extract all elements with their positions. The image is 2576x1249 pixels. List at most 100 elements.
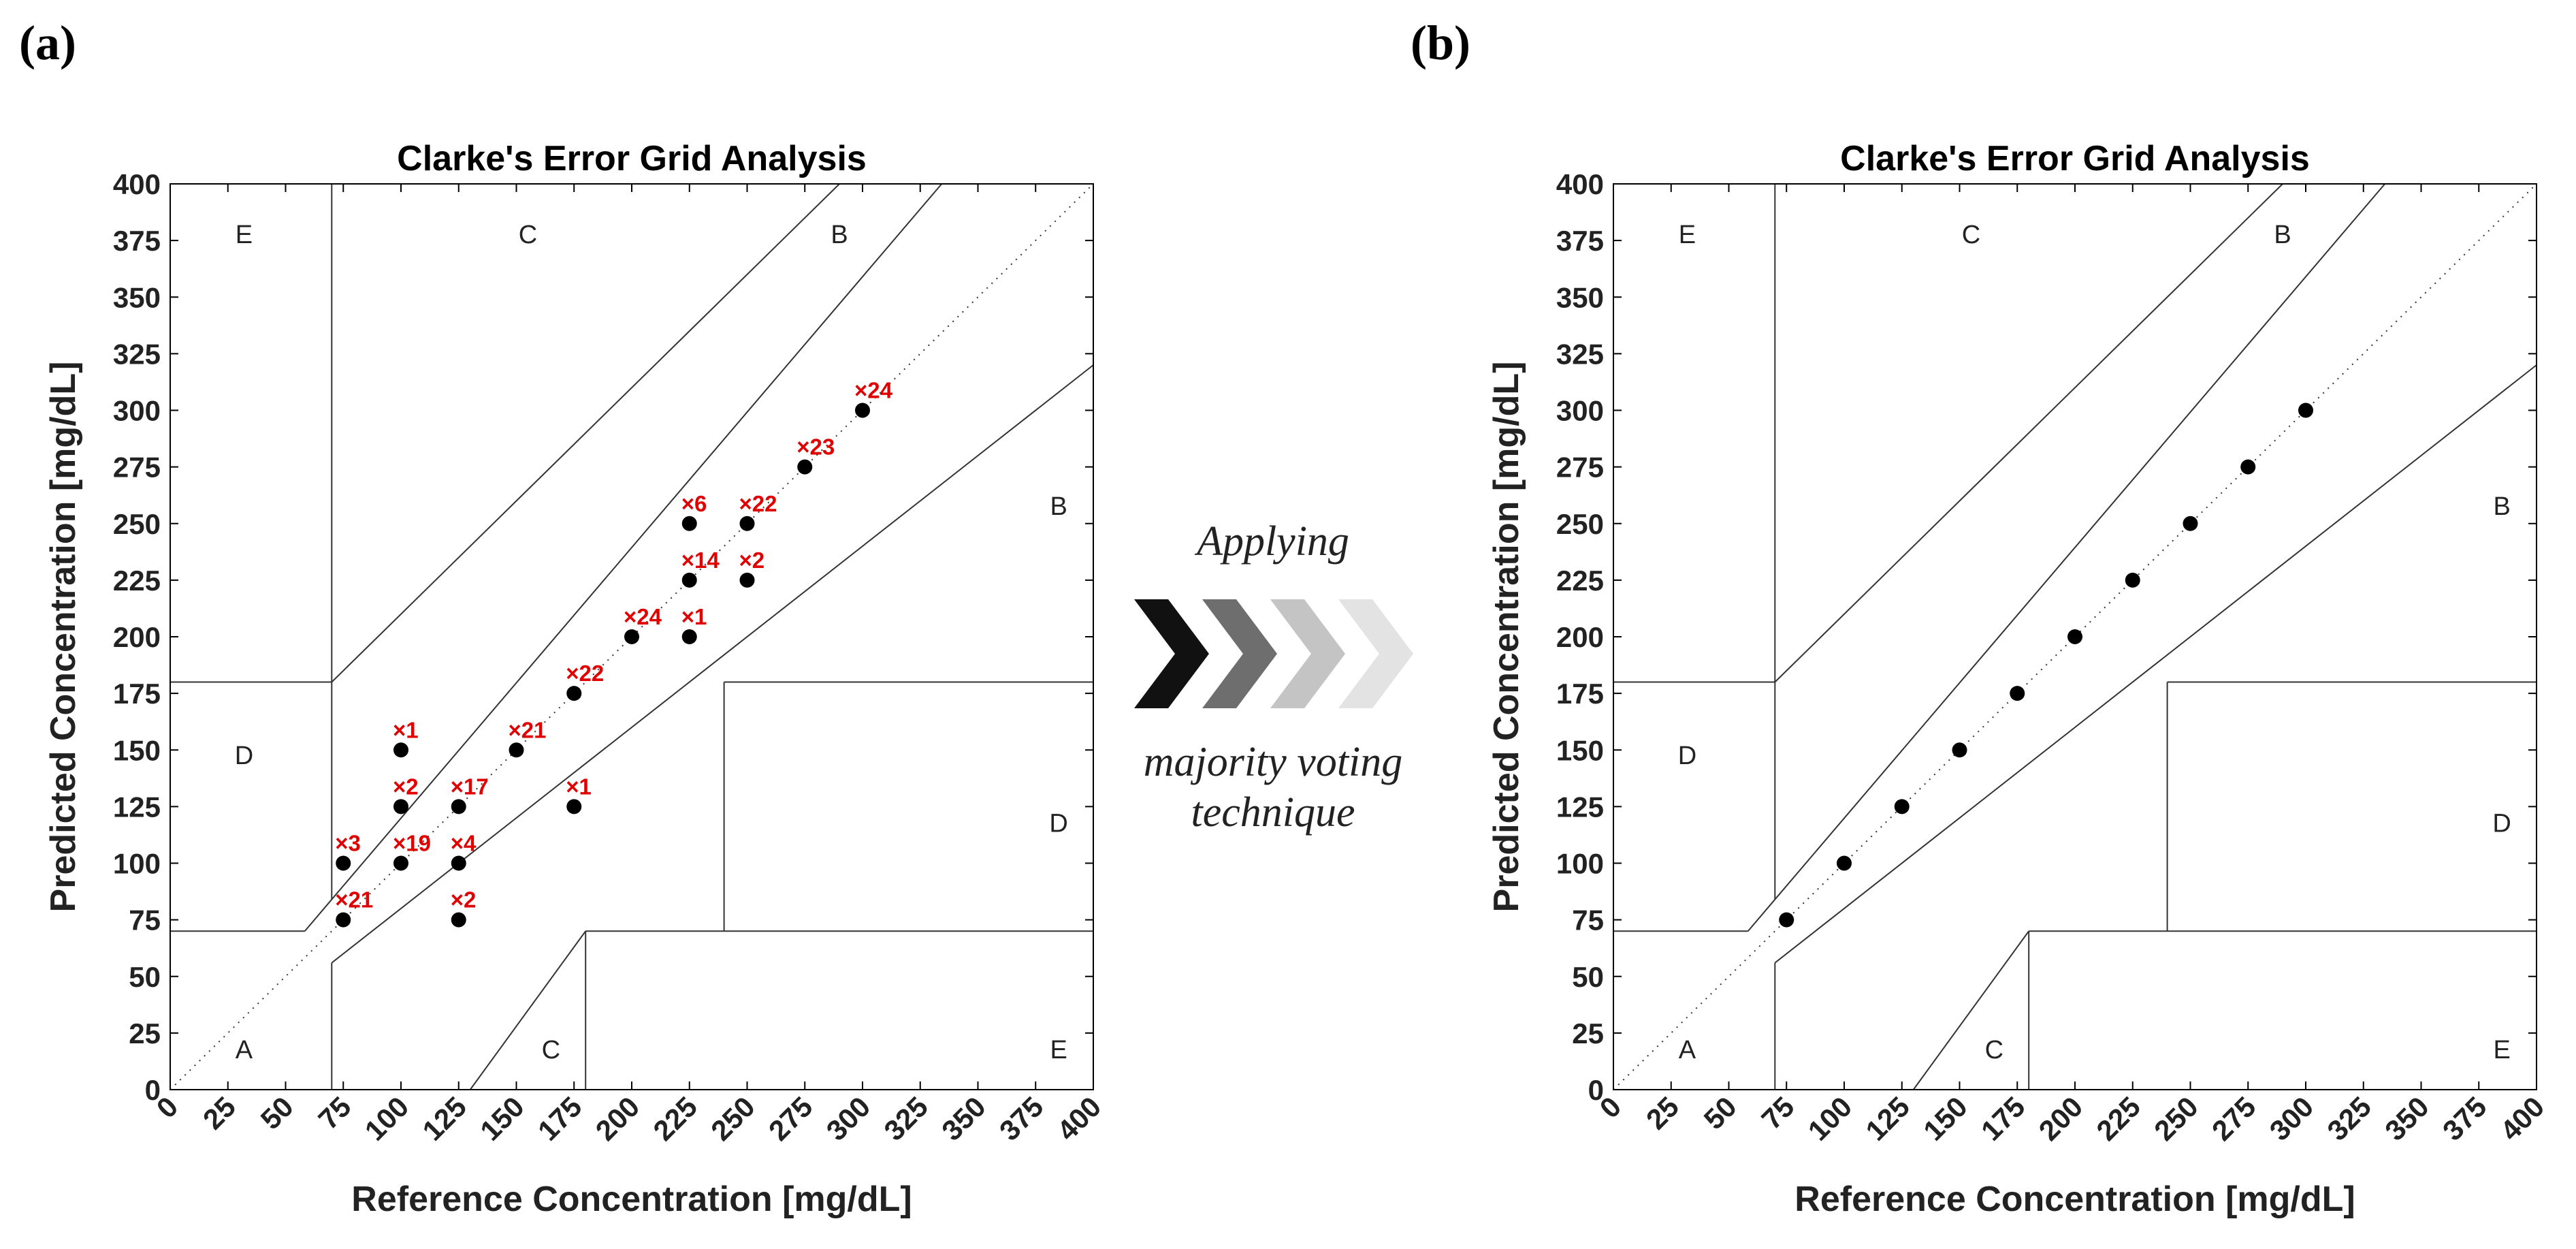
- chevron-arrow-2: [1202, 599, 1277, 708]
- x-tick-label: 275: [762, 1090, 819, 1147]
- y-tick-label: 350: [1556, 281, 1604, 313]
- y-tick-label: 25: [129, 1017, 161, 1049]
- x-tick-label: 25: [1640, 1090, 1685, 1135]
- y-tick-label: 175: [113, 678, 161, 710]
- y-tick-label: 0: [145, 1074, 161, 1106]
- data-point: [451, 855, 466, 871]
- chart-title: Clarke's Error Grid Analysis: [397, 139, 867, 178]
- zone-label-a: A: [236, 1036, 253, 1064]
- arrow-text-technique: majority voting technique: [1116, 737, 1430, 838]
- zone-label-c: C: [1962, 221, 1980, 249]
- point-count-label: ×2: [739, 548, 765, 573]
- x-tick-label: 300: [820, 1090, 877, 1147]
- point-count-label: ×6: [681, 491, 707, 516]
- x-tick-label: 150: [1917, 1090, 1974, 1147]
- x-tick-label: 125: [1859, 1090, 1916, 1147]
- y-tick-label: 100: [1556, 848, 1604, 880]
- y-tick-label: 125: [113, 791, 161, 823]
- zone-label-b: B: [1050, 492, 1067, 521]
- voting-arrow-annotation: Applying majority voting technique: [1116, 518, 1443, 872]
- x-tick-label: 175: [1975, 1090, 2031, 1147]
- chevron-arrows: [1134, 599, 1413, 708]
- data-point: [566, 686, 582, 701]
- data-point: [2010, 686, 2025, 701]
- arrow-text-applying: Applying: [1197, 518, 1349, 565]
- data-point: [2298, 402, 2313, 418]
- zone-label-b: B: [831, 221, 848, 249]
- x-tick-label: 200: [590, 1090, 646, 1147]
- data-point: [336, 855, 351, 871]
- zone-label-d: D: [235, 742, 253, 770]
- zone-label-c: C: [542, 1036, 560, 1064]
- chart-title: Clarke's Error Grid Analysis: [1840, 139, 2310, 178]
- y-tick-label: 225: [1556, 565, 1604, 597]
- y-tick-label: 300: [1556, 395, 1604, 427]
- point-count-label: ×17: [451, 774, 489, 799]
- y-tick-label: 200: [113, 621, 161, 653]
- x-tick-label: 50: [1698, 1090, 1743, 1135]
- zone-label-e: E: [1679, 221, 1696, 249]
- x-tick-label: 225: [647, 1090, 703, 1147]
- zone-boundary: [331, 183, 840, 683]
- data-point: [2125, 572, 2140, 588]
- point-count-label: ×4: [451, 831, 477, 856]
- zone-boundary: [331, 364, 1094, 964]
- x-axis-title: Reference Concentration [mg/dL]: [1794, 1180, 2355, 1219]
- point-count-label: ×23: [796, 434, 835, 460]
- y-tick-label: 375: [1556, 225, 1604, 257]
- y-tick-label: 75: [129, 904, 161, 936]
- x-tick-label: 375: [2436, 1090, 2493, 1147]
- panel-label-b: (b): [1411, 16, 1470, 70]
- zone-boundary: [304, 899, 333, 932]
- y-tick-label: 0: [1588, 1074, 1604, 1106]
- x-tick-label: 175: [532, 1090, 588, 1147]
- data-point: [393, 742, 408, 758]
- point-count-label: ×14: [681, 548, 720, 573]
- data-point: [681, 516, 697, 531]
- y-tick-label: 400: [1556, 168, 1604, 200]
- data-point: [624, 629, 639, 644]
- zone-label-d: D: [2492, 810, 2511, 838]
- y-tick-label: 125: [1556, 791, 1604, 823]
- y-tick-label: 350: [113, 281, 161, 313]
- point-count-label: ×22: [566, 661, 604, 686]
- point-count-label: ×19: [393, 831, 431, 856]
- zone-label-c: C: [519, 221, 537, 249]
- data-point: [451, 799, 466, 815]
- data-point: [336, 912, 351, 928]
- point-count-label: ×21: [335, 887, 373, 913]
- y-tick-label: 100: [113, 848, 161, 880]
- point-count-label: ×24: [854, 378, 893, 403]
- point-count-label: ×1: [566, 774, 592, 799]
- y-tick-label: 75: [1572, 904, 1604, 936]
- data-point: [1894, 799, 1910, 815]
- y-axis-title: Predicted Concentration [mg/dL]: [44, 362, 83, 913]
- x-tick-label: 125: [416, 1090, 472, 1147]
- point-count-label: ×2: [451, 887, 477, 913]
- y-tick-label: 375: [113, 225, 161, 257]
- arrow-text-line2: technique: [1191, 789, 1355, 836]
- data-point: [681, 629, 697, 644]
- x-tick-label: 350: [2379, 1090, 2435, 1147]
- y-tick-label: 25: [1572, 1017, 1604, 1049]
- zone-label-d: D: [1678, 742, 1696, 770]
- data-point: [2240, 459, 2256, 475]
- zone-label-b: B: [2274, 221, 2291, 249]
- y-tick-label: 275: [1556, 452, 1604, 484]
- y-tick-label: 400: [113, 168, 161, 200]
- data-point: [1837, 855, 1852, 871]
- data-point: [855, 402, 870, 418]
- zone-boundary: [1912, 930, 2030, 1090]
- y-tick-label: 200: [1556, 621, 1604, 653]
- x-tick-label: 200: [2033, 1090, 2089, 1147]
- x-tick-label: 300: [2264, 1090, 2320, 1147]
- data-point: [739, 572, 755, 588]
- y-tick-label: 250: [113, 508, 161, 540]
- y-tick-label: 50: [129, 961, 161, 993]
- x-tick-label: 225: [2090, 1090, 2146, 1147]
- zone-boundary: [1774, 364, 2537, 964]
- data-point: [681, 572, 697, 588]
- data-point: [393, 799, 408, 815]
- x-tick-label: 75: [312, 1090, 357, 1135]
- data-point: [566, 799, 582, 815]
